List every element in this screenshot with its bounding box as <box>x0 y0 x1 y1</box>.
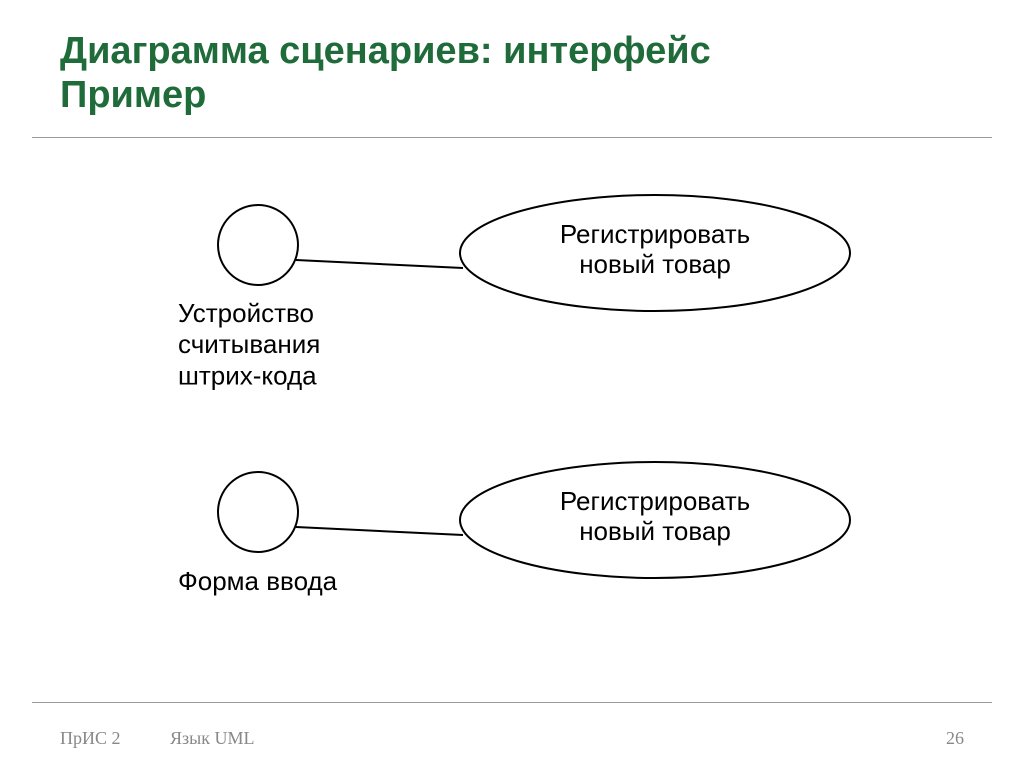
use-case-label: Регистрироватьновый товар <box>560 486 750 546</box>
interface-circle-icon <box>218 205 298 285</box>
slide: Диаграмма сценариев: интерфейс Пример Ре… <box>0 0 1024 767</box>
use-case-diagram: Регистрироватьновый товар Регистрироватьн… <box>0 0 1024 767</box>
use-case-label: Регистрироватьновый товар <box>560 219 750 279</box>
interface-label: Форма ввода <box>178 566 338 596</box>
edge <box>296 260 463 268</box>
footer-center: Язык UML <box>170 728 254 749</box>
footer-page: 26 <box>946 728 964 749</box>
diagram-edges <box>296 260 463 535</box>
footer-left: ПрИС 2 <box>60 728 121 749</box>
interface-circle-icon <box>218 472 298 552</box>
divider-bottom <box>32 702 992 703</box>
interface-label: Устройствосчитыванияштрих-кода <box>178 298 320 390</box>
edge <box>296 527 463 535</box>
